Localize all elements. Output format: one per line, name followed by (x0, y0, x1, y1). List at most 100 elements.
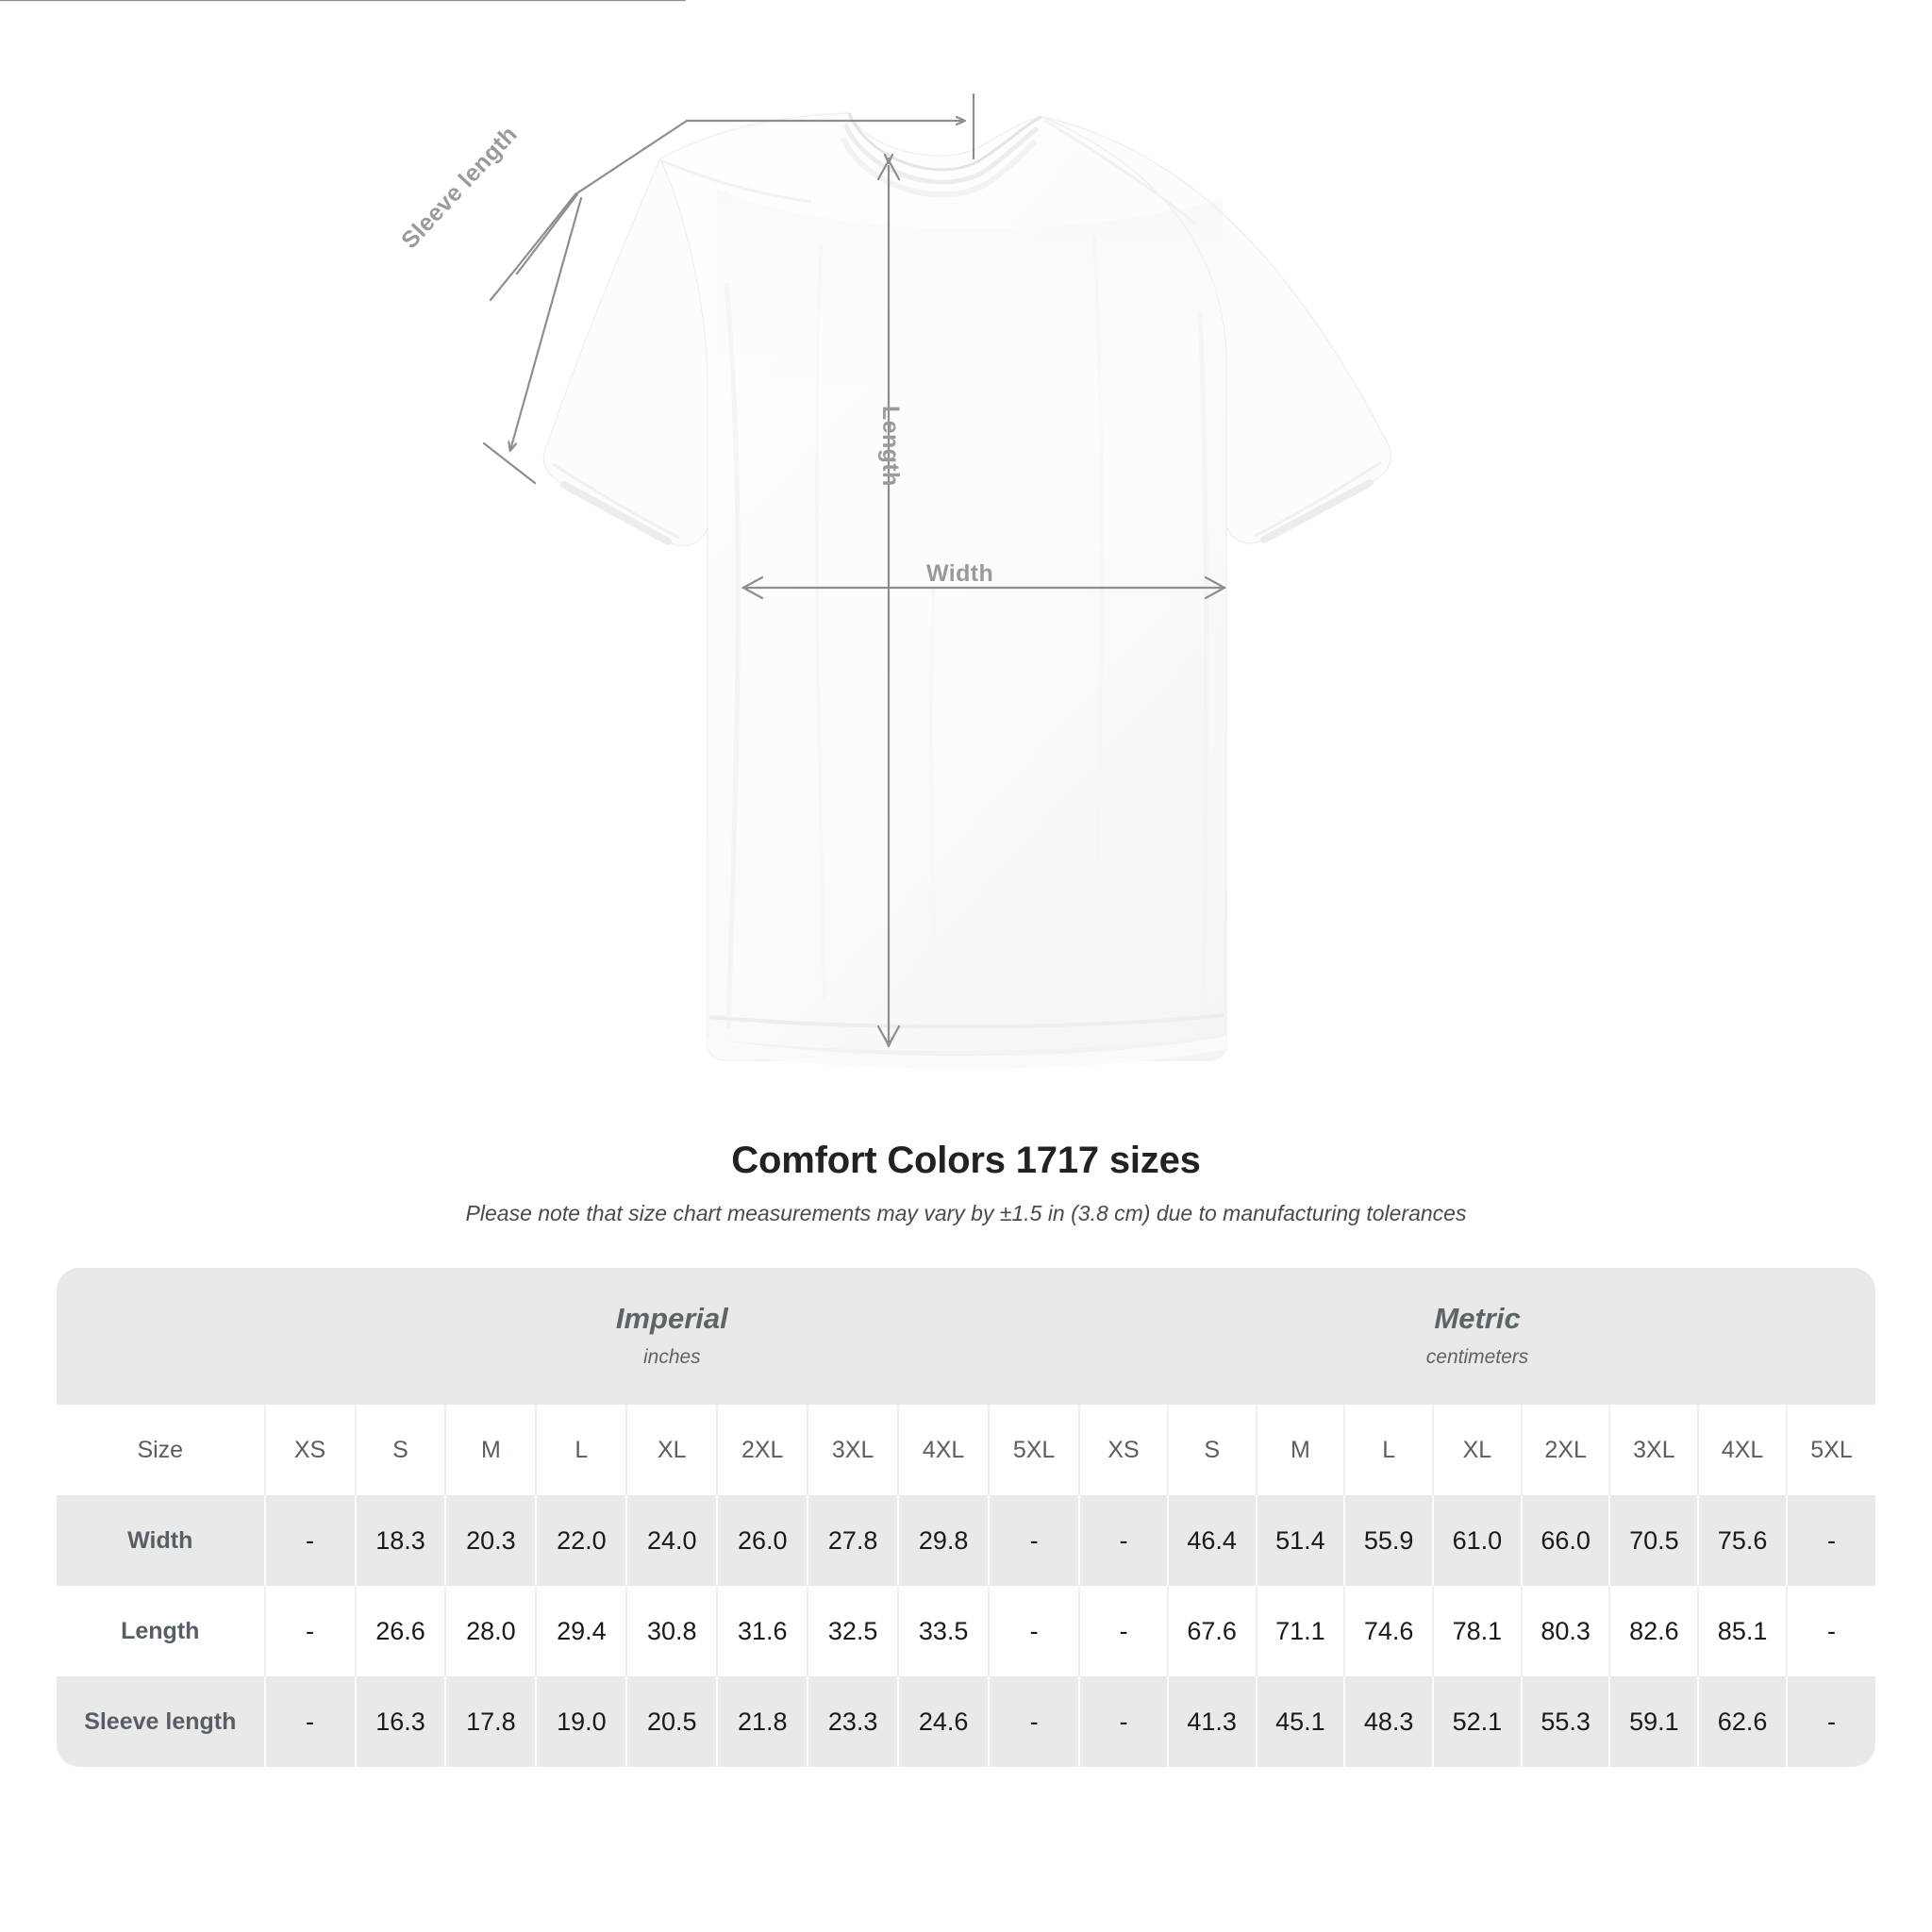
cell-length-imperial-2xl: 31.6 (716, 1586, 808, 1676)
size-header-metric-s: S (1166, 1405, 1257, 1495)
unit-group-imperial: Imperial inches (264, 1268, 1080, 1405)
cell-sleeve-metric-l: 48.3 (1343, 1676, 1434, 1767)
cell-width-metric-5xl: - (1785, 1495, 1875, 1586)
title-block: Comfort Colors 1717 sizes Please note th… (0, 1140, 1932, 1226)
cell-width-imperial-xl: 24.0 (625, 1495, 718, 1586)
cell-length-imperial-3xl: 32.5 (807, 1586, 899, 1676)
cell-length-metric-2xl: 80.3 (1520, 1586, 1610, 1676)
size-header-imperial-2xl: 2XL (716, 1405, 808, 1495)
cell-sleeve-imperial-4xl: 24.6 (897, 1676, 990, 1767)
unit-group-metric: Metric centimeters (1079, 1268, 1875, 1405)
cell-width-imperial-xs: - (263, 1495, 356, 1586)
cell-width-imperial-s: 18.3 (354, 1495, 446, 1586)
cell-sleeve-metric-2xl: 55.3 (1520, 1676, 1610, 1767)
cell-length-imperial-xl: 30.8 (625, 1586, 718, 1676)
metric-name: Metric (1434, 1302, 1521, 1335)
cell-width-imperial-5xl: - (988, 1495, 1080, 1586)
size-header-imperial-s: S (354, 1405, 446, 1495)
cell-sleeve-metric-xl: 52.1 (1432, 1676, 1522, 1767)
size-table: Imperial inches Metric centimeters Size … (57, 1268, 1875, 1767)
cell-length-metric-5xl: - (1785, 1586, 1875, 1676)
width-label: Width (926, 560, 994, 587)
cell-length-imperial-s: 26.6 (354, 1586, 446, 1676)
size-header-metric-2xl: 2XL (1520, 1405, 1610, 1495)
cell-sleeve-metric-m: 45.1 (1255, 1676, 1345, 1767)
cell-length-imperial-xs: - (263, 1586, 356, 1676)
cell-length-imperial-4xl: 33.5 (897, 1586, 990, 1676)
cell-width-metric-xl: 61.0 (1432, 1495, 1522, 1586)
size-header-imperial-xs: XS (263, 1405, 356, 1495)
row-label-sleeve-length: Sleeve length (57, 1676, 265, 1767)
cell-sleeve-metric-4xl: 62.6 (1697, 1676, 1787, 1767)
size-header-metric-l: L (1343, 1405, 1434, 1495)
cell-sleeve-imperial-5xl: - (988, 1676, 1080, 1767)
size-header-imperial-4xl: 4XL (897, 1405, 990, 1495)
cell-sleeve-imperial-3xl: 23.3 (807, 1676, 899, 1767)
cell-sleeve-metric-3xl: 59.1 (1608, 1676, 1699, 1767)
cell-width-imperial-m: 20.3 (444, 1495, 537, 1586)
row-label-length: Length (57, 1586, 265, 1676)
tolerance-note: Please note that size chart measurements… (465, 1201, 1467, 1225)
size-header-corner: Size (57, 1405, 265, 1495)
table-row: Sleeve length - 16.3 17.8 19.0 20.5 21.8… (57, 1676, 1875, 1767)
cell-width-imperial-3xl: 27.8 (807, 1495, 899, 1586)
cell-sleeve-imperial-2xl: 21.8 (716, 1676, 808, 1767)
cell-width-imperial-l: 22.0 (535, 1495, 627, 1586)
cell-length-metric-4xl: 85.1 (1697, 1586, 1787, 1676)
cell-sleeve-imperial-l: 19.0 (535, 1676, 627, 1767)
metric-sub: centimeters (1425, 1346, 1529, 1368)
width-arrow-left (741, 575, 764, 600)
size-header-metric-xl: XL (1432, 1405, 1522, 1495)
cell-width-metric-m: 51.4 (1255, 1495, 1345, 1586)
cell-width-metric-3xl: 70.5 (1608, 1495, 1699, 1586)
cell-width-metric-xs: - (1078, 1495, 1168, 1586)
cell-length-imperial-m: 28.0 (444, 1586, 537, 1676)
width-arrow-right (1204, 575, 1227, 600)
size-header-imperial-3xl: 3XL (807, 1405, 899, 1495)
size-header-row: Size XS S M L XL 2XL 3XL 4XL 5XL XS S M … (57, 1405, 1875, 1495)
table-row: Width - 18.3 20.3 22.0 24.0 26.0 27.8 29… (57, 1495, 1875, 1586)
cell-length-metric-xs: - (1078, 1586, 1168, 1676)
size-header-imperial-m: M (444, 1405, 537, 1495)
unit-banner-row: Imperial inches Metric centimeters (57, 1268, 1875, 1405)
tshirt-illustration (542, 112, 1391, 1070)
imperial-name: Imperial (615, 1302, 728, 1335)
cell-sleeve-imperial-s: 16.3 (354, 1676, 446, 1767)
cell-length-imperial-5xl: - (988, 1586, 1080, 1676)
cell-sleeve-imperial-xs: - (263, 1676, 356, 1767)
cell-sleeve-metric-xs: - (1078, 1676, 1168, 1767)
cell-length-metric-s: 67.6 (1166, 1586, 1257, 1676)
cell-width-metric-2xl: 66.0 (1520, 1495, 1610, 1586)
tshirt-diagram: Sleeve length Length Width (0, 0, 1391, 1070)
size-header-metric-3xl: 3XL (1608, 1405, 1699, 1495)
size-table-wrap: Imperial inches Metric centimeters Size … (57, 1268, 1875, 1767)
size-header-metric-xs: XS (1078, 1405, 1168, 1495)
unit-banner-spacer (57, 1268, 265, 1405)
size-header-imperial-5xl: 5XL (988, 1405, 1080, 1495)
length-label: Length (877, 406, 904, 487)
sleeve-end-tick (482, 441, 537, 485)
size-header-metric-5xl: 5XL (1785, 1405, 1875, 1495)
imperial-sub: inches (642, 1346, 701, 1368)
size-header-metric-m: M (1255, 1405, 1345, 1495)
size-header-imperial-l: L (535, 1405, 627, 1495)
page-title: Comfort Colors 1717 sizes (731, 1140, 1201, 1181)
size-header-metric-4xl: 4XL (1697, 1405, 1787, 1495)
cell-length-metric-3xl: 82.6 (1608, 1586, 1699, 1676)
cell-sleeve-metric-s: 41.3 (1166, 1676, 1257, 1767)
length-arrow-top (876, 158, 901, 181)
sleeve-length-measure (510, 196, 583, 450)
length-arrow-bottom (876, 1024, 901, 1048)
cell-length-metric-xl: 78.1 (1432, 1586, 1522, 1676)
row-label-width: Width (57, 1495, 265, 1586)
sleeve-guide-line (489, 119, 689, 302)
cell-width-imperial-4xl: 29.8 (897, 1495, 990, 1586)
size-header-imperial-xl: XL (625, 1405, 718, 1495)
measurement-lines (0, 0, 1227, 1048)
table-row: Length - 26.6 28.0 29.4 30.8 31.6 32.5 3… (57, 1586, 1875, 1676)
cell-sleeve-imperial-xl: 20.5 (625, 1676, 718, 1767)
cell-length-imperial-l: 29.4 (535, 1586, 627, 1676)
cell-width-metric-l: 55.9 (1343, 1495, 1434, 1586)
cell-length-metric-m: 71.1 (1255, 1586, 1345, 1676)
